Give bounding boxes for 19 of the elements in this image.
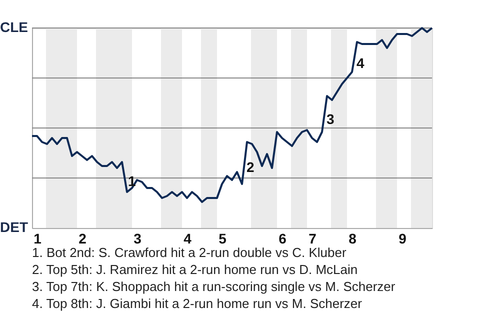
text: 2. Top 5th: J. Ramirez hit a 2-run home run vs D. McLain <box>32 262 358 277</box>
x-tick-label: 8 <box>348 230 357 246</box>
x-tick-label: 1 <box>34 230 42 246</box>
x-tick-label: 4 <box>184 230 192 246</box>
text: 1. Bot 2nd: S. Crawford hit a 2-run double vs C. Kluber <box>32 245 347 260</box>
x-tick-label: 3 <box>134 230 142 246</box>
text: 3. Top 7th: K. Shoppach hit a run-scoring single vs M. Scherzer <box>32 279 396 294</box>
text: CLE <box>0 19 28 35</box>
text: DET <box>0 219 28 235</box>
x-tick-label: 9 <box>398 230 407 246</box>
x-tick-label: 5 <box>218 230 227 246</box>
x-tick-label: 6 <box>278 230 287 246</box>
text: 4. Top 8th: J. Giambi hit a 2-run home run vs M. Scherzer <box>32 296 363 311</box>
annotation: 1 <box>128 173 136 189</box>
x-tick-label: 2 <box>78 230 87 246</box>
x-tick-label: 7 <box>308 230 317 246</box>
annotation: 2 <box>246 159 254 175</box>
annotation: 3 <box>326 111 334 127</box>
annotation: 4 <box>356 55 364 71</box>
